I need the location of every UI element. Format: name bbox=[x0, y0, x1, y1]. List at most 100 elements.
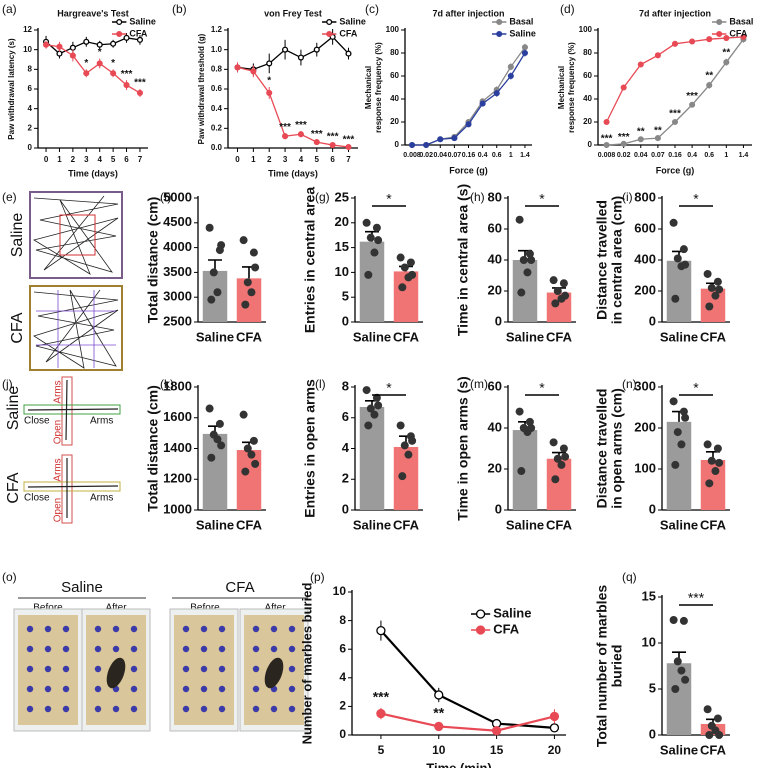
data-point bbox=[404, 450, 413, 459]
data-point bbox=[69, 52, 76, 59]
maze-label: Arms bbox=[53, 458, 64, 481]
panel-label: (m) bbox=[470, 377, 488, 391]
panel-label: (n) bbox=[622, 377, 637, 391]
x-tick-label: 0.4 bbox=[478, 152, 488, 159]
data-point bbox=[247, 450, 256, 459]
x-tick-label: 4 bbox=[299, 155, 304, 164]
data-point bbox=[69, 44, 76, 51]
y-tick-label: 0.6 bbox=[211, 84, 223, 93]
legend-marker bbox=[116, 18, 123, 26]
data-point bbox=[408, 270, 417, 279]
y-axis-label: response frequency (%) bbox=[567, 42, 576, 133]
data-point bbox=[205, 404, 214, 413]
maze-label: Arms bbox=[90, 493, 113, 504]
data-point bbox=[396, 253, 405, 262]
legend-label: CFA bbox=[493, 621, 520, 636]
data-point bbox=[557, 460, 566, 469]
bar bbox=[666, 663, 692, 735]
data-point bbox=[549, 711, 560, 722]
y-tick-label: 3500 bbox=[163, 264, 192, 279]
y-tick-label: 300 bbox=[634, 378, 656, 393]
x-tick-label: 0 bbox=[235, 155, 240, 164]
data-point bbox=[42, 41, 50, 48]
x-tick-label: 0.02 bbox=[419, 152, 433, 159]
data-point bbox=[250, 68, 257, 75]
data-point bbox=[703, 705, 712, 714]
data-point bbox=[561, 452, 570, 461]
significance: *** bbox=[669, 108, 681, 119]
chart-title: 7d after injection bbox=[639, 8, 711, 18]
marble bbox=[200, 705, 208, 713]
x-tick-label: 0.6 bbox=[492, 152, 502, 159]
marble bbox=[26, 625, 34, 633]
panel-label: (a) bbox=[2, 2, 17, 16]
data-point bbox=[297, 54, 304, 61]
marble bbox=[200, 645, 208, 653]
data-point bbox=[409, 141, 416, 149]
data-point bbox=[96, 41, 103, 48]
y-axis-label: Number of marbles buried bbox=[299, 583, 314, 745]
data-point bbox=[620, 140, 627, 147]
y-tick-label: 0 bbox=[649, 726, 656, 741]
data-point bbox=[372, 393, 381, 402]
data-point bbox=[313, 139, 320, 146]
x-tick-label: 3 bbox=[84, 155, 89, 164]
x-tick-label: 0.4 bbox=[687, 152, 697, 159]
significance: * bbox=[267, 76, 271, 87]
marble bbox=[62, 665, 70, 673]
data-point bbox=[372, 223, 381, 232]
significance: *** bbox=[601, 134, 613, 145]
y-tick-label: 2 bbox=[339, 699, 346, 713]
data-point bbox=[266, 60, 273, 67]
legend-marker bbox=[496, 18, 503, 26]
y-tick-label: 15 bbox=[335, 239, 349, 254]
data-point bbox=[507, 72, 514, 80]
legend-marker bbox=[326, 18, 333, 26]
x-tick-label: 2 bbox=[267, 155, 272, 164]
significance: * bbox=[98, 47, 102, 58]
x-tick-label: 1.4 bbox=[739, 152, 749, 159]
y-axis-label: Paw withdrawal threshold (g) bbox=[197, 33, 206, 144]
y-axis-label: Entries in central area bbox=[302, 187, 318, 334]
legend-label: Basal bbox=[509, 16, 533, 26]
data-point bbox=[362, 386, 371, 395]
panel-label: (k) bbox=[160, 377, 174, 391]
data-point bbox=[637, 136, 644, 143]
y-axis-label: in central area (cm) bbox=[609, 196, 625, 324]
data-point bbox=[620, 84, 627, 91]
y-tick-label: 1200 bbox=[163, 471, 192, 486]
x-tick-label: 0.16 bbox=[462, 152, 476, 159]
data-point bbox=[209, 268, 218, 277]
data-point bbox=[217, 441, 226, 450]
y-tick-label: 10 bbox=[333, 584, 347, 598]
data-point bbox=[241, 300, 250, 309]
panel-label: (o) bbox=[2, 570, 17, 584]
x-tick-label: 5 bbox=[111, 155, 116, 164]
x-tick-label: 7 bbox=[138, 155, 143, 164]
panel-label: (c) bbox=[365, 2, 379, 16]
significance: * bbox=[386, 191, 392, 207]
marble bbox=[62, 645, 70, 653]
data-point bbox=[364, 421, 373, 430]
data-point bbox=[715, 285, 724, 294]
data-point bbox=[713, 714, 722, 723]
y-tick-label: 0 bbox=[395, 140, 400, 149]
data-point bbox=[366, 404, 375, 413]
marble bbox=[112, 625, 120, 633]
marble bbox=[44, 625, 52, 633]
y-tick-label: 60 bbox=[390, 71, 399, 80]
data-point bbox=[654, 135, 661, 142]
y-tick-label: 40 bbox=[390, 94, 399, 103]
marble bbox=[26, 705, 34, 713]
legend-label: CFA bbox=[129, 28, 148, 38]
marble bbox=[252, 625, 260, 633]
series-line bbox=[380, 712, 555, 732]
bar bbox=[359, 406, 385, 510]
data-point bbox=[56, 50, 63, 57]
y-tick-label: 80 bbox=[390, 48, 399, 57]
bar bbox=[666, 260, 692, 322]
data-point bbox=[136, 89, 144, 96]
maze-label: Arms bbox=[90, 416, 113, 427]
data-point bbox=[362, 218, 371, 227]
panel-label: (j) bbox=[2, 377, 13, 391]
